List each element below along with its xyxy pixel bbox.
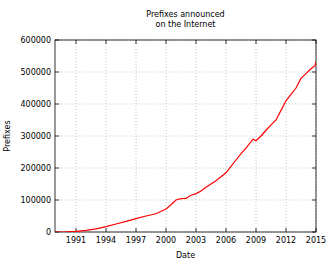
tick-label: 1994 (96, 236, 116, 245)
y-axis-label: Prefixes (3, 120, 12, 151)
tick (226, 228, 227, 232)
tick-label: 2006 (216, 236, 236, 245)
tick (312, 200, 316, 201)
grid-line (55, 72, 316, 73)
tick (312, 168, 316, 169)
tick (312, 104, 316, 105)
tick (226, 40, 227, 44)
tick-label: 1997 (126, 236, 146, 245)
tick (166, 40, 167, 44)
tick (286, 228, 287, 232)
tick (55, 104, 59, 105)
tick (55, 136, 59, 137)
tick-label: 500000 (20, 68, 51, 77)
tick-label: 200000 (20, 164, 51, 173)
tick (312, 72, 316, 73)
tick (196, 40, 197, 44)
tick (312, 136, 316, 137)
tick (256, 228, 257, 232)
tick-label: 300000 (20, 132, 51, 141)
tick-label: 2000 (156, 236, 176, 245)
tick (106, 228, 107, 232)
grid-line (76, 40, 77, 232)
tick-label: 2015 (306, 236, 326, 245)
grid-line (196, 40, 197, 232)
tick (256, 40, 257, 44)
tick (166, 228, 167, 232)
grid-line (256, 40, 257, 232)
tick-label: 400000 (20, 100, 51, 109)
tick (55, 72, 59, 73)
tick (136, 40, 137, 44)
title-line: Prefixes announced (146, 10, 224, 19)
grid-line (166, 40, 167, 232)
tick (136, 228, 137, 232)
data-line (55, 62, 316, 232)
grid-line (55, 168, 316, 169)
tick-label: 100000 (20, 196, 51, 205)
x-axis-label: Date (176, 251, 195, 260)
grid-line (136, 40, 137, 232)
grid-line (55, 104, 316, 105)
tick (76, 40, 77, 44)
tick-label: 600000 (20, 36, 51, 45)
title-line: on the Internet (156, 20, 216, 29)
plot-area (55, 62, 316, 232)
tick (55, 200, 59, 201)
tick (106, 40, 107, 44)
title: Prefixes announcedon the Internet (146, 10, 224, 29)
tick-label: 1991 (66, 236, 86, 245)
grid-line (286, 40, 287, 232)
tick (55, 168, 59, 169)
frame (55, 40, 316, 232)
grid-line (55, 200, 316, 201)
grid-line (226, 40, 227, 232)
tick-label: 2012 (276, 236, 296, 245)
tick-label: 2009 (246, 236, 266, 245)
tick-label: 0 (46, 228, 51, 237)
grid-line (106, 40, 107, 232)
tick (196, 228, 197, 232)
chart: 0 100000 200000 300000 400000 500000 600000 199… (0, 0, 330, 264)
tick (286, 40, 287, 44)
tick-label: 2003 (186, 236, 206, 245)
grid-line (55, 136, 316, 137)
